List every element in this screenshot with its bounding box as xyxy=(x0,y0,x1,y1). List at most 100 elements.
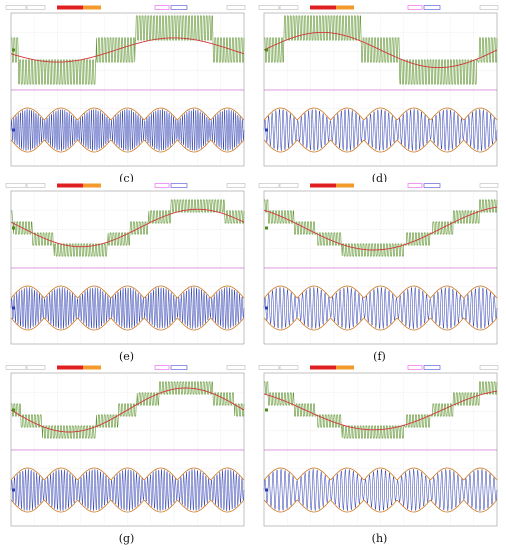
toolbar-timebase-box xyxy=(336,183,354,188)
toolbar-trigger-box xyxy=(310,5,336,10)
orange-envelope-lower xyxy=(263,139,498,153)
toolbar-filter-box xyxy=(154,5,170,10)
scope-panel-c xyxy=(5,4,248,170)
toolbar-mode-box xyxy=(423,183,441,188)
toolbar-scale-box xyxy=(479,183,499,188)
toolbar-scale-box xyxy=(479,365,499,370)
toolbar-scale-box xyxy=(226,183,246,188)
scope-panel-d xyxy=(258,4,501,170)
toolbar-filter-box xyxy=(407,365,423,370)
green-pwm-trace xyxy=(264,381,498,439)
panel-caption-f: (f) xyxy=(373,350,386,363)
toolbar-mode-box xyxy=(423,365,441,370)
channel-marker-green xyxy=(265,226,268,230)
channel-marker-green xyxy=(12,48,15,52)
toolbar-timebase-box xyxy=(83,365,101,370)
orange-envelope-upper xyxy=(10,467,245,481)
channel-marker-green xyxy=(12,226,15,230)
green-pwm-trace xyxy=(264,15,498,85)
toolbar-channel-box xyxy=(26,5,46,10)
toolbar-channel-box xyxy=(258,5,280,10)
toolbar-mode-box xyxy=(423,5,441,10)
toolbar-channel-box xyxy=(26,183,46,188)
toolbar-mode-box xyxy=(170,183,188,188)
scope-screen xyxy=(5,4,248,167)
toolbar-channel-box xyxy=(26,365,46,370)
toolbar-channel-box xyxy=(5,365,27,370)
toolbar-channel-box xyxy=(258,183,280,188)
scope-panel-g xyxy=(5,364,248,530)
channel-marker-blue xyxy=(12,488,15,492)
scope-toolbar xyxy=(5,182,248,190)
blue-carrier-trace xyxy=(263,108,498,152)
channel-marker-blue xyxy=(265,128,268,132)
blue-carrier-trace xyxy=(10,469,245,511)
green-pwm-trace xyxy=(11,199,245,257)
orange-envelope-upper xyxy=(10,285,245,299)
blue-carrier-trace xyxy=(10,287,245,329)
scope-screen xyxy=(5,364,248,527)
scope-toolbar xyxy=(5,4,248,12)
toolbar-scale-box xyxy=(226,365,246,370)
toolbar-timebase-box xyxy=(83,5,101,10)
channel-marker-blue xyxy=(12,306,15,310)
toolbar-mode-box xyxy=(170,5,188,10)
orange-envelope-lower xyxy=(10,499,245,513)
scope-panel-e xyxy=(5,182,248,348)
scope-toolbar xyxy=(258,364,501,372)
toolbar-mode-box xyxy=(170,365,188,370)
scope-toolbar xyxy=(258,4,501,12)
channel-marker-blue xyxy=(12,128,15,132)
toolbar-trigger-box xyxy=(310,183,336,188)
panel-caption-d: (d) xyxy=(371,172,388,185)
toolbar-filter-box xyxy=(154,183,170,188)
toolbar-trigger-box xyxy=(57,365,83,370)
toolbar-channel-box xyxy=(5,5,27,10)
panel-caption-e: (e) xyxy=(118,350,135,363)
toolbar-timebase-box xyxy=(83,183,101,188)
toolbar-channel-box xyxy=(258,365,280,370)
red-reference-trace xyxy=(263,206,498,251)
toolbar-timebase-box xyxy=(336,5,354,10)
toolbar-scale-box xyxy=(226,5,246,10)
toolbar-channel-box xyxy=(5,183,27,188)
red-reference-trace xyxy=(10,37,245,63)
orange-envelope-upper xyxy=(263,107,498,121)
scope-screen xyxy=(258,364,501,527)
scope-panel-h xyxy=(258,364,501,530)
orange-envelope-lower xyxy=(263,499,498,513)
orange-envelope-lower xyxy=(10,139,245,153)
toolbar-filter-box xyxy=(407,5,423,10)
channel-marker-blue xyxy=(265,488,268,492)
green-pwm-trace xyxy=(11,381,245,439)
scope-screen xyxy=(258,182,501,345)
toolbar-channel-box xyxy=(279,183,299,188)
toolbar-timebase-box xyxy=(336,365,354,370)
channel-marker-blue xyxy=(265,306,268,310)
toolbar-trigger-box xyxy=(57,183,83,188)
channel-marker-green xyxy=(12,408,15,412)
green-pwm-trace xyxy=(11,15,245,85)
channel-marker-green xyxy=(265,408,268,412)
toolbar-scale-box xyxy=(479,5,499,10)
scope-toolbar xyxy=(5,364,248,372)
panel-caption-g: (g) xyxy=(118,532,135,545)
channel-marker-green xyxy=(265,48,268,52)
red-reference-trace xyxy=(263,390,498,431)
orange-envelope-lower xyxy=(263,317,498,331)
orange-envelope-upper xyxy=(263,285,498,299)
red-reference-trace xyxy=(10,387,245,433)
green-pwm-trace xyxy=(264,199,498,257)
toolbar-trigger-box xyxy=(310,365,336,370)
panel-caption-h: (h) xyxy=(371,532,388,545)
scope-screen xyxy=(5,182,248,345)
toolbar-channel-box xyxy=(279,5,299,10)
red-reference-trace xyxy=(10,208,245,248)
panel-caption-c: (c) xyxy=(119,172,134,185)
scope-toolbar xyxy=(258,182,501,190)
toolbar-filter-box xyxy=(407,183,423,188)
toolbar-filter-box xyxy=(154,365,170,370)
blue-carrier-trace xyxy=(263,468,498,512)
blue-carrier-trace xyxy=(263,286,498,330)
toolbar-trigger-box xyxy=(57,5,83,10)
